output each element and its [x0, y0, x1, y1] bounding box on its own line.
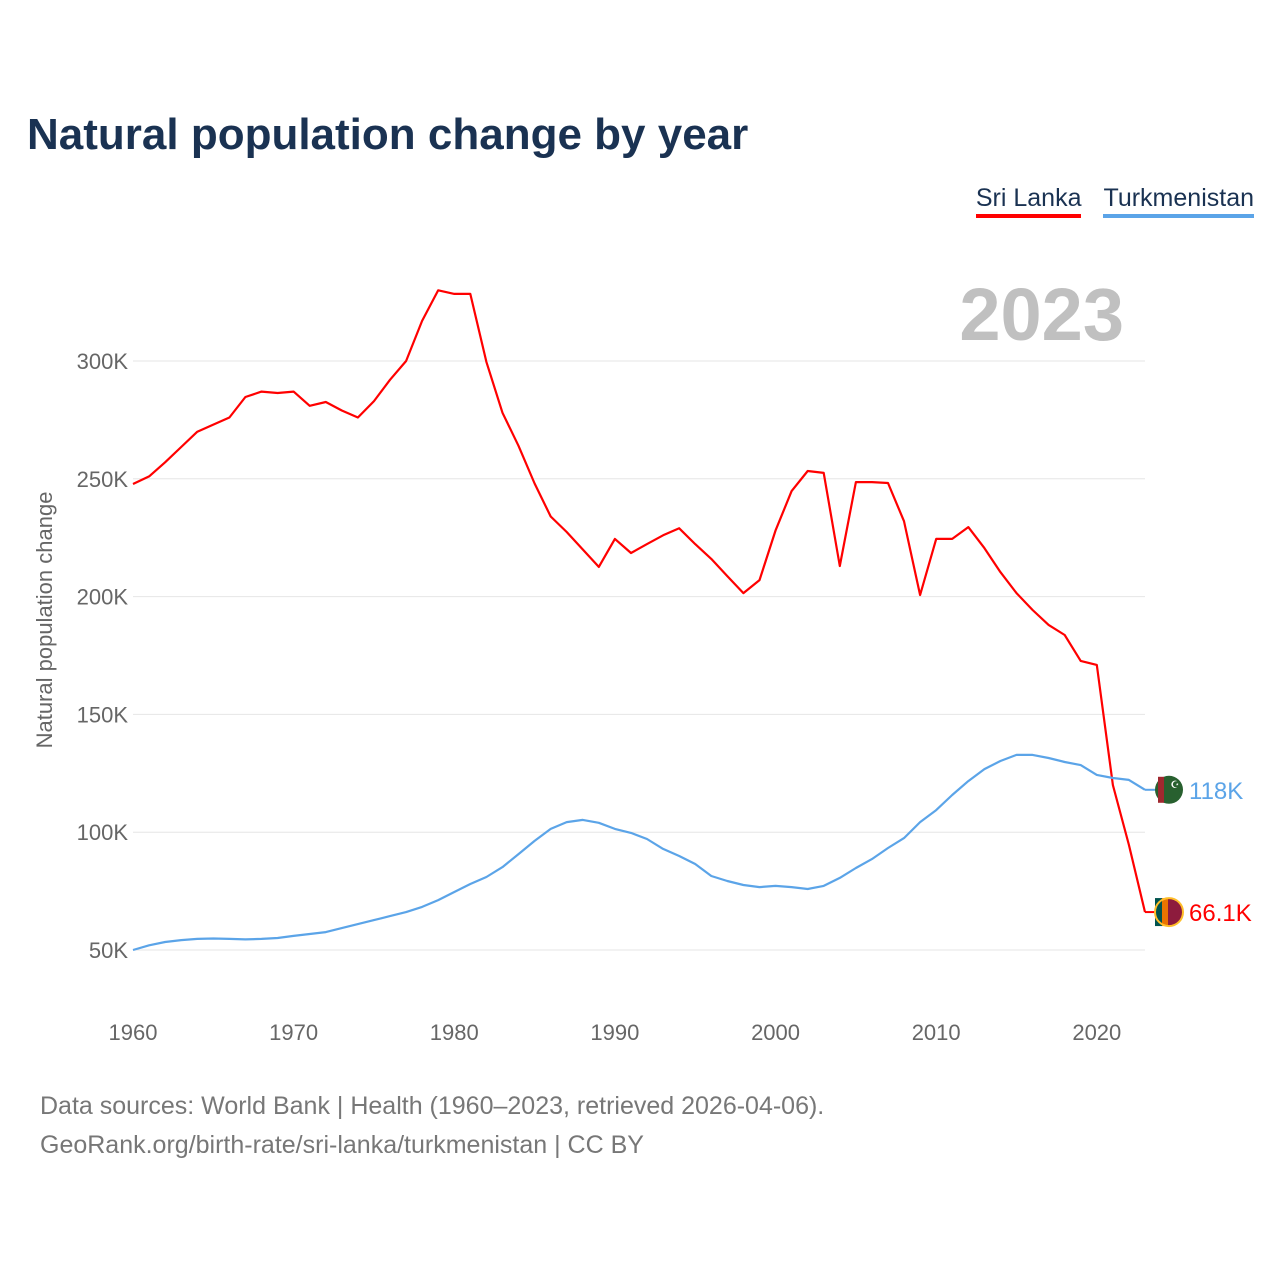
x-tick-label: 2000: [751, 1020, 800, 1045]
flag-stripe: [1162, 898, 1168, 927]
y-tick-label: 300K: [77, 349, 129, 374]
x-tick-label: 1960: [109, 1020, 158, 1045]
x-tick-label: 1980: [430, 1020, 479, 1045]
year-label: 2023: [959, 273, 1124, 356]
y-tick-label: 250K: [77, 467, 129, 492]
legend: Sri Lanka Turkmenistan: [975, 184, 1254, 218]
legend-item-turkmenistan[interactable]: Turkmenistan: [1103, 184, 1254, 218]
flag-crescent: ☪: [1171, 780, 1180, 791]
series-line-sri-lanka: [132, 289, 1147, 913]
x-tick-label: 2010: [912, 1020, 961, 1045]
y-axis-label: Natural population change: [32, 492, 57, 749]
x-tick-label: 1970: [269, 1020, 318, 1045]
y-tick-label: 100K: [77, 820, 129, 845]
line-chart: 50K 100K 150K 200K 250K 300K 1960 1970 1980 1990 2…: [32, 273, 1252, 1045]
source-line-1: Data sources: World Bank | Health (1960–…: [40, 1092, 825, 1120]
x-tick-label: 2020: [1072, 1020, 1121, 1045]
end-value-label: 66.1K: [1189, 900, 1252, 927]
flag-stripe: [1155, 898, 1162, 927]
chart-title: Natural population change by year: [27, 110, 749, 159]
y-tick-label: 200K: [77, 585, 129, 610]
flag-border: [1154, 897, 1184, 928]
series-line-turkmenistan: [132, 753, 1146, 952]
source-line-2[interactable]: GeoRank.org/birth-rate/sri-lanka/turkmen…: [40, 1131, 644, 1159]
legend-item-sri-lanka[interactable]: Sri Lanka: [975, 184, 1082, 218]
y-tick-label: 50K: [89, 938, 128, 963]
flag-stripe: [1158, 776, 1164, 803]
x-tick-label: 1990: [590, 1020, 639, 1045]
source-note: Data sources: World Bank | Health (1960–…: [40, 1087, 824, 1165]
y-tick-label: 150K: [77, 702, 129, 727]
end-value-label: 118K: [1189, 778, 1243, 805]
